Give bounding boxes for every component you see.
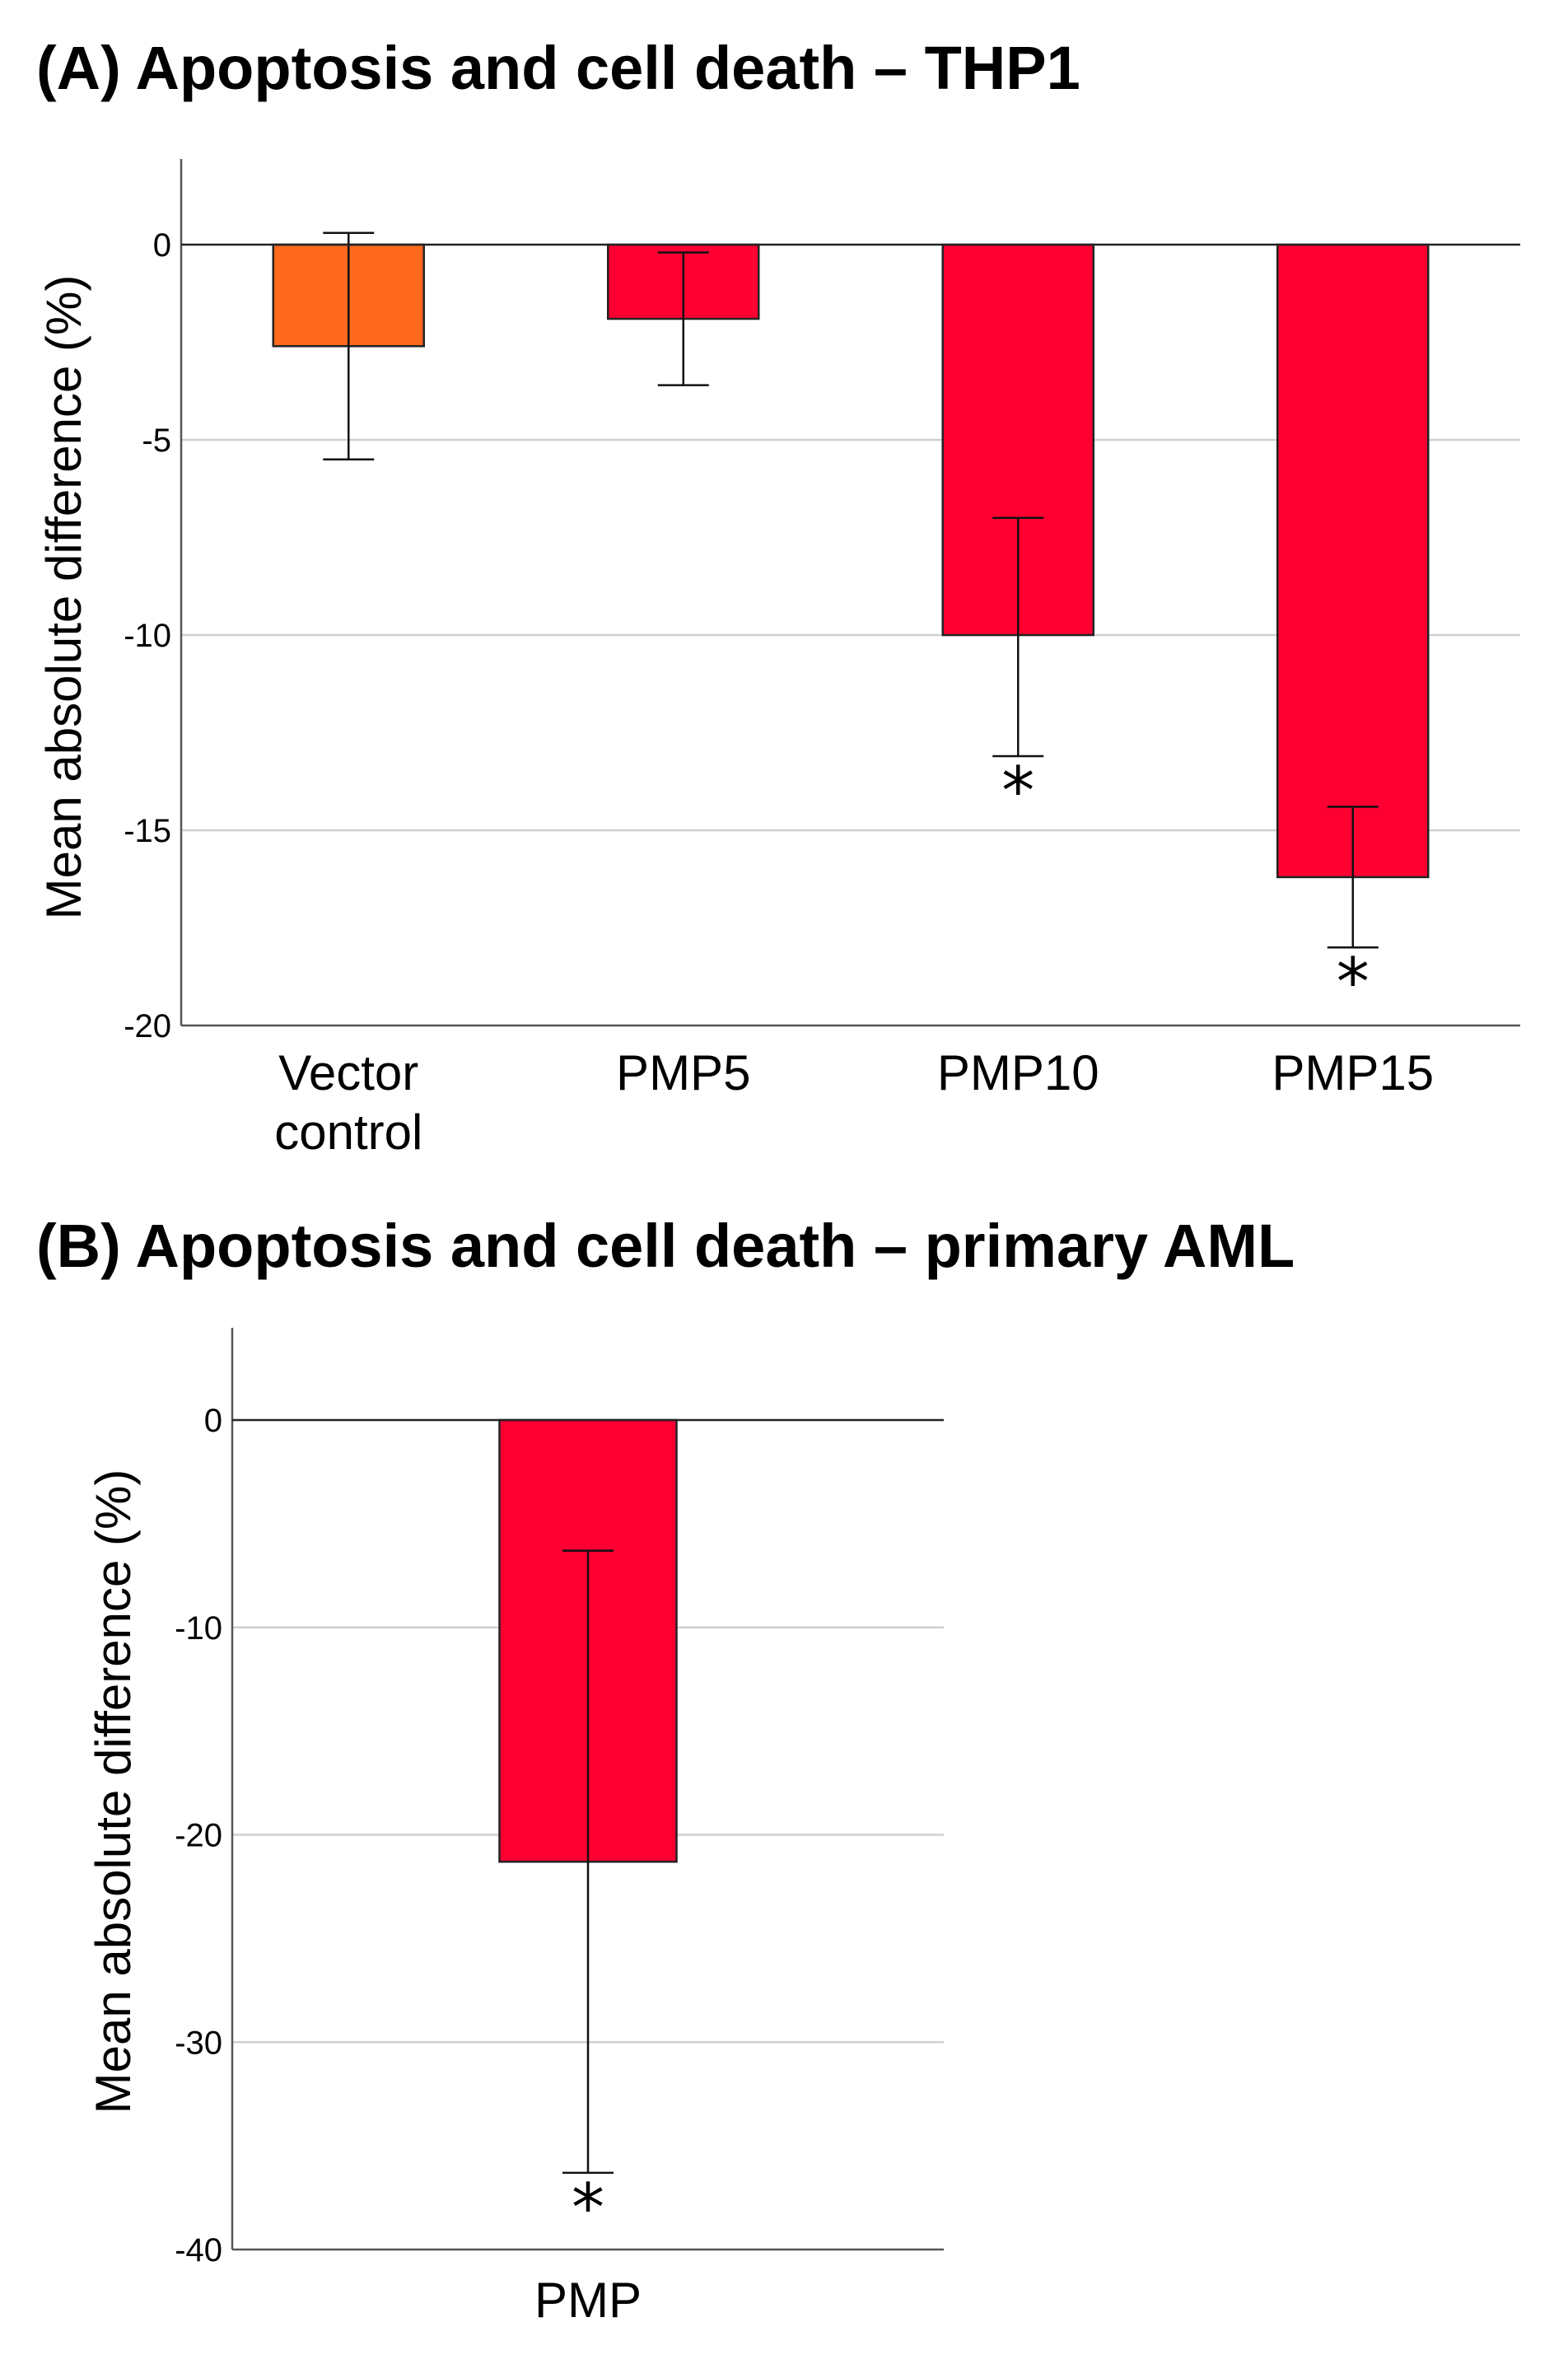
axes xyxy=(231,1328,944,2251)
x-tick-label: PMP5 xyxy=(616,1045,750,1100)
y-tick-label: -40 xyxy=(175,2232,222,2268)
y-axis-label: Mean absolute difference (%) xyxy=(36,275,91,920)
y-tick-label: 0 xyxy=(153,227,171,264)
error-bars xyxy=(562,1549,614,2175)
x-tick-labels: PMP xyxy=(534,2273,642,2328)
bar xyxy=(1276,243,1430,879)
y-axis-label: Mean absolute difference (%) xyxy=(86,1469,141,2114)
y-tick-label: 0 xyxy=(204,1403,222,1439)
significance-asterisk: * xyxy=(1001,753,1034,829)
y-tick-label: -30 xyxy=(175,2025,222,2061)
chart-title: (A) Apoptosis and cell death – THP1 xyxy=(36,34,1080,102)
significance-asterisk: * xyxy=(572,2170,604,2246)
bars xyxy=(272,243,1430,879)
x-tick-label: PMP15 xyxy=(1272,1045,1434,1100)
x-tick-label: PMP xyxy=(534,2273,642,2328)
y-tick-label: -15 xyxy=(124,813,171,849)
x-tick-label: PMP10 xyxy=(937,1045,1099,1100)
x-tick-labels: Vector control PMP5 PMP10 PMP15 xyxy=(274,1045,1434,1160)
axes xyxy=(180,159,1520,1027)
chart-title: (B) Apoptosis and cell death – primary A… xyxy=(36,1212,1295,1280)
significance-markers: ** xyxy=(1001,753,1370,1021)
y-tick-label: -10 xyxy=(124,618,171,654)
error-bars xyxy=(323,231,1379,949)
y-tick-label: -20 xyxy=(175,1818,222,1854)
y-tick-label: -20 xyxy=(124,1008,171,1044)
y-tick-labels: 0 -5 -10 -15 -20 xyxy=(124,227,171,1044)
y-tick-label: -10 xyxy=(175,1610,222,1647)
y-tick-label: -5 xyxy=(142,423,171,459)
y-tick-labels: 0 -10 -20 -30 -40 xyxy=(175,1403,222,2268)
chart-panel-b: (B) Apoptosis and cell death – primary A… xyxy=(36,1212,1295,2328)
x-tick-label: Vector control xyxy=(274,1045,422,1160)
significance-asterisk: * xyxy=(1337,944,1370,1021)
chart-panel-a: (A) Apoptosis and cell death – THP1 Mean… xyxy=(36,34,1520,1160)
significance-markers: * xyxy=(572,2170,604,2246)
